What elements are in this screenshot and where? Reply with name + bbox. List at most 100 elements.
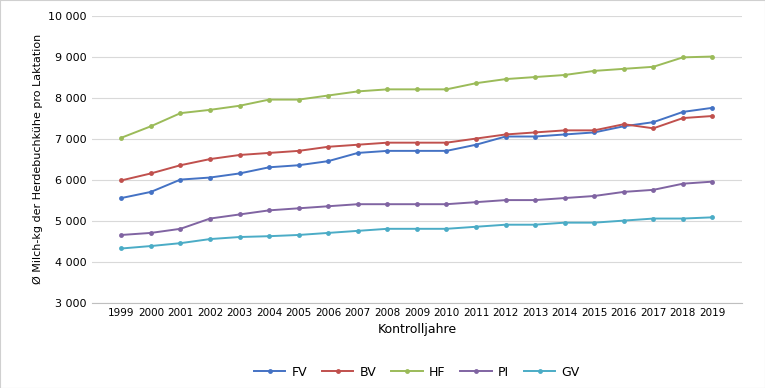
PI [117, 233, 126, 237]
BV [294, 149, 303, 153]
GV [265, 234, 274, 239]
PI [619, 190, 628, 194]
FV [146, 190, 155, 194]
HF [206, 107, 215, 112]
FV [619, 124, 628, 128]
BV [649, 126, 658, 131]
HF [176, 111, 185, 116]
BV [117, 178, 126, 183]
BV [324, 144, 333, 149]
GV [442, 227, 451, 231]
BV [265, 151, 274, 155]
GV [531, 222, 540, 227]
PI [442, 202, 451, 206]
FV [265, 165, 274, 170]
PI [412, 202, 422, 206]
PI [294, 206, 303, 211]
FV [235, 171, 244, 176]
FV [708, 106, 717, 110]
PI [531, 198, 540, 203]
BV [590, 128, 599, 133]
PI [382, 202, 392, 206]
HF [117, 135, 126, 140]
PI [501, 198, 510, 203]
FV [294, 163, 303, 168]
HF [708, 54, 717, 59]
BV [501, 132, 510, 137]
FV [501, 134, 510, 139]
PI [560, 196, 569, 200]
PI [471, 200, 480, 204]
PI [679, 181, 688, 186]
GV [324, 230, 333, 235]
GV [176, 241, 185, 246]
FV [117, 196, 126, 200]
Legend: FV, BV, HF, PI, GV: FV, BV, HF, PI, GV [249, 360, 584, 384]
HF [412, 87, 422, 92]
FV [560, 132, 569, 137]
GV [294, 233, 303, 237]
GV [560, 220, 569, 225]
BV [708, 114, 717, 118]
HF [649, 64, 658, 69]
PI [146, 230, 155, 235]
BV [442, 140, 451, 145]
HF [353, 89, 363, 94]
FV [531, 134, 540, 139]
HF [679, 55, 688, 60]
Line: PI: PI [119, 179, 715, 237]
BV [206, 157, 215, 161]
FV [353, 151, 363, 155]
GV [206, 237, 215, 241]
FV [382, 149, 392, 153]
HF [294, 97, 303, 102]
BV [176, 163, 185, 168]
GV [117, 246, 126, 251]
GV [146, 244, 155, 248]
PI [324, 204, 333, 209]
BV [235, 152, 244, 157]
PI [590, 194, 599, 198]
PI [708, 179, 717, 184]
GV [412, 227, 422, 231]
BV [471, 136, 480, 141]
GV [679, 216, 688, 221]
HF [501, 77, 510, 81]
PI [265, 208, 274, 213]
HF [235, 104, 244, 108]
PI [206, 216, 215, 221]
BV [412, 140, 422, 145]
HF [146, 124, 155, 128]
GV [353, 229, 363, 233]
BV [353, 142, 363, 147]
HF [531, 75, 540, 80]
HF [560, 73, 569, 77]
FV [206, 175, 215, 180]
GV [471, 224, 480, 229]
PI [353, 202, 363, 206]
HF [324, 93, 333, 98]
BV [382, 140, 392, 145]
Line: HF: HF [119, 54, 715, 140]
HF [382, 87, 392, 92]
PI [176, 227, 185, 231]
GV [235, 235, 244, 239]
PI [235, 212, 244, 217]
BV [146, 171, 155, 176]
FV [412, 149, 422, 153]
GV [501, 222, 510, 227]
HF [471, 81, 480, 85]
BV [679, 116, 688, 120]
Line: GV: GV [119, 215, 715, 251]
GV [619, 218, 628, 223]
FV [649, 120, 658, 125]
HF [265, 97, 274, 102]
BV [560, 128, 569, 133]
X-axis label: Kontrolljahre: Kontrolljahre [377, 323, 457, 336]
FV [590, 130, 599, 135]
Line: BV: BV [119, 114, 715, 183]
FV [442, 149, 451, 153]
HF [442, 87, 451, 92]
GV [382, 227, 392, 231]
FV [679, 109, 688, 114]
